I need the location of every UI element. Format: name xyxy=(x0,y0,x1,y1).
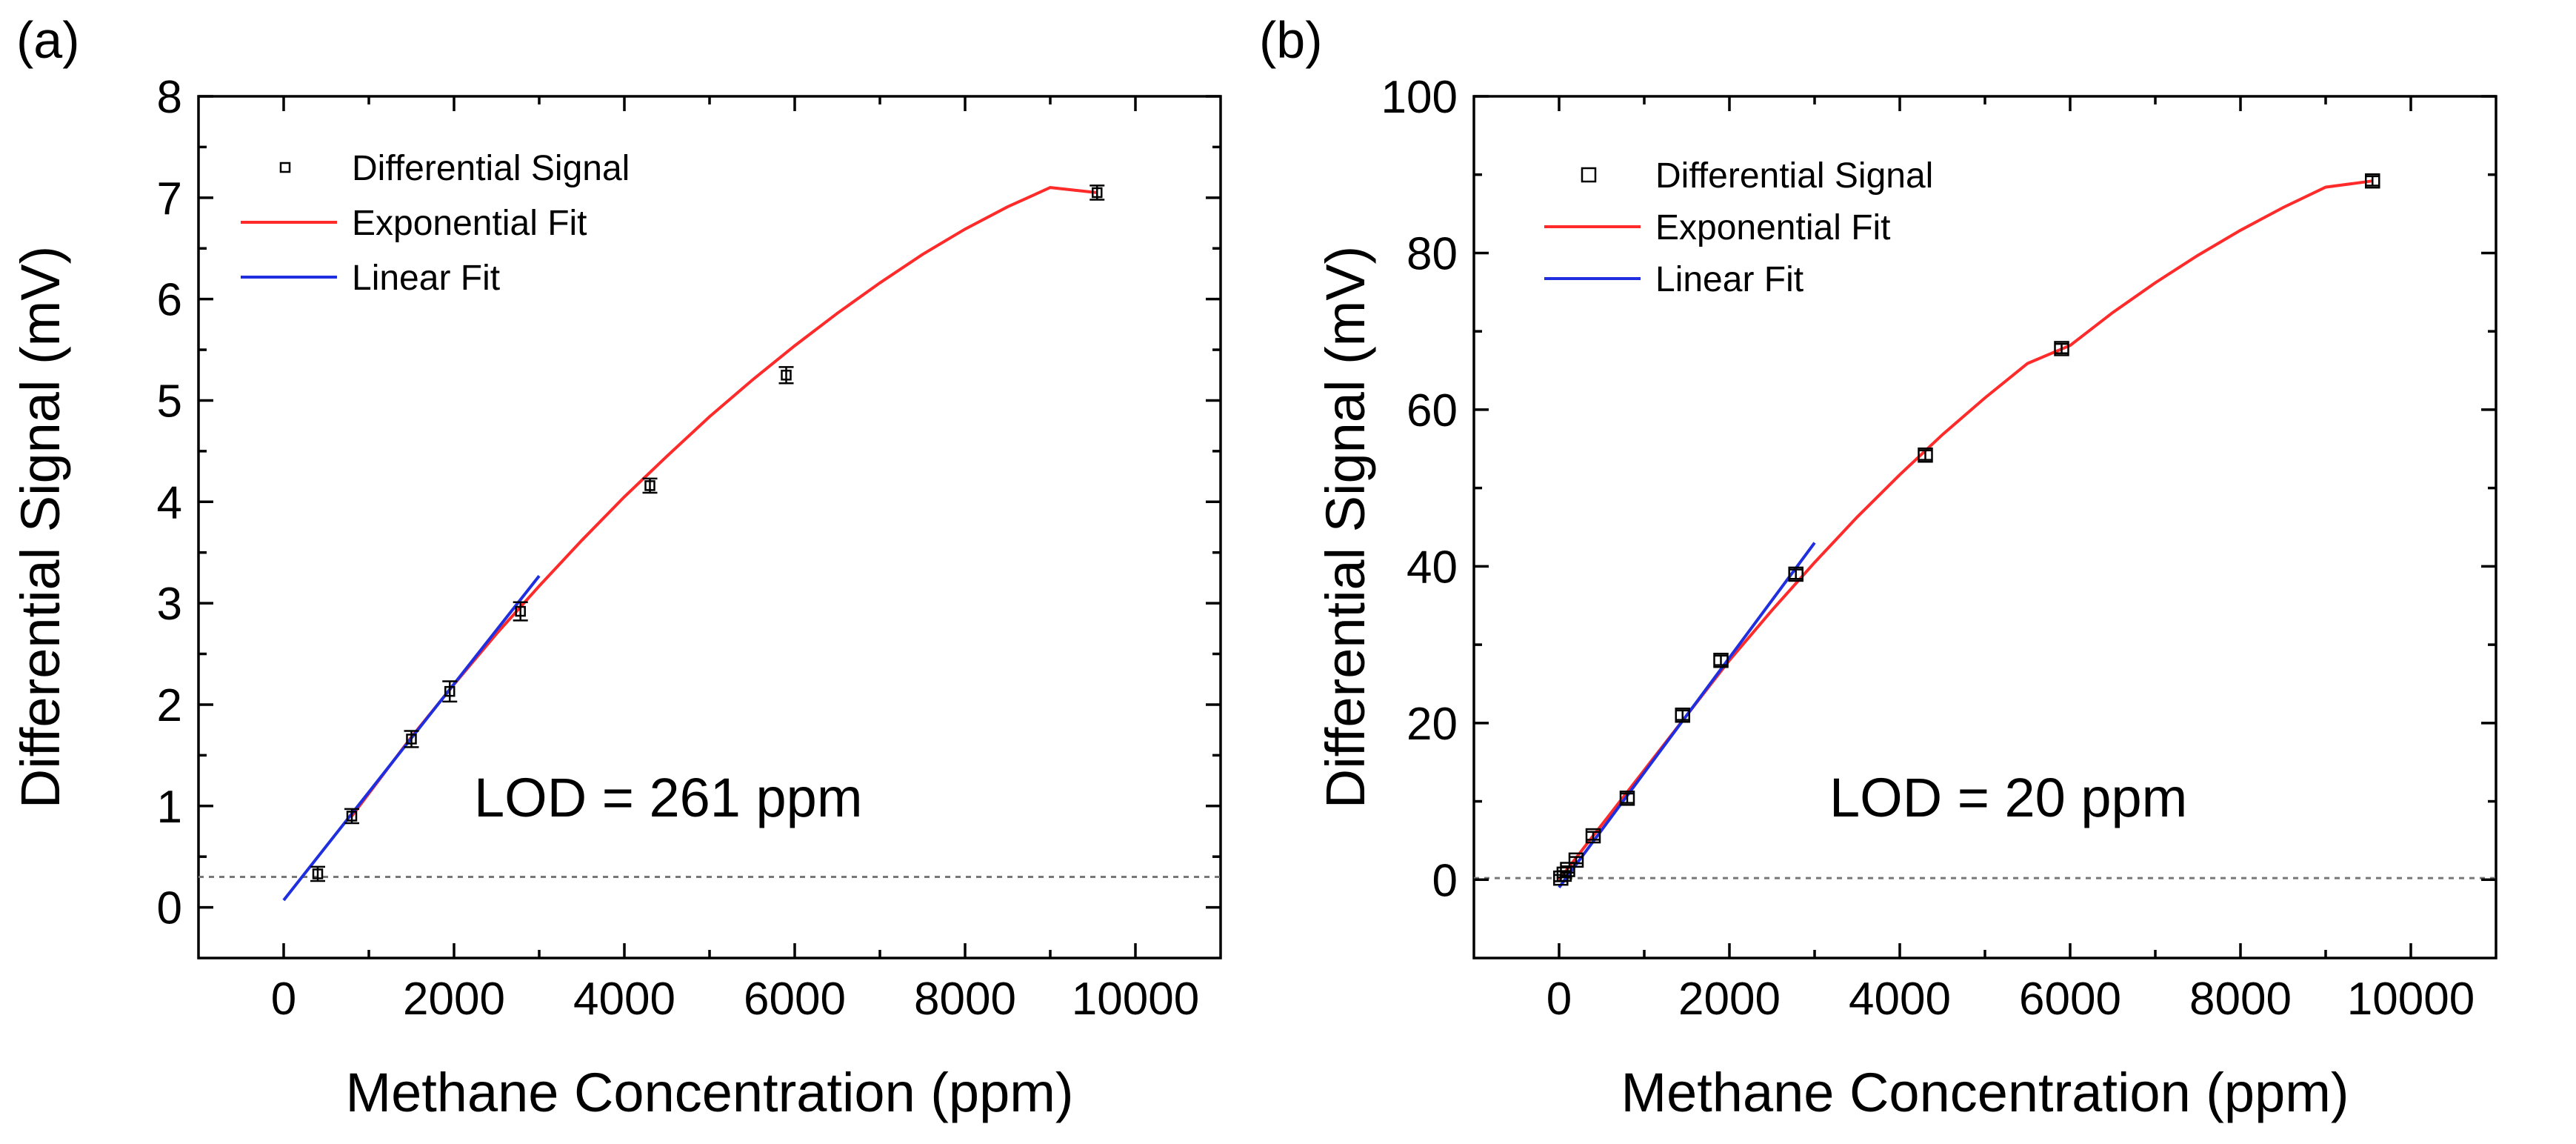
legend-label: Exponential Fit xyxy=(1655,208,1891,247)
legend-label: Differential Signal xyxy=(352,149,630,188)
x-tick-label: 10000 xyxy=(1072,974,1199,1025)
data-point xyxy=(312,868,324,879)
data-point xyxy=(515,605,526,617)
y-tick-label: 1 xyxy=(157,782,182,833)
data-point xyxy=(1560,862,1575,877)
exponential-fit-line xyxy=(350,186,1098,817)
x-axis-label: Methane Concentration (ppm) xyxy=(345,1062,1073,1123)
data-point xyxy=(2054,341,2069,356)
y-tick-label: 5 xyxy=(157,376,182,427)
y-tick-label: 7 xyxy=(157,173,182,225)
y-tick-label: 60 xyxy=(1407,385,1458,436)
y-tick-label: 6 xyxy=(157,275,182,326)
data-point xyxy=(1918,447,1933,463)
x-tick-label: 4000 xyxy=(573,974,675,1025)
data-point xyxy=(1788,566,1803,582)
lod-annotation: LOD = 261 ppm xyxy=(474,767,862,828)
lod-annotation: LOD = 20 ppm xyxy=(1829,767,2187,828)
x-tick-label: 0 xyxy=(1546,974,1572,1025)
y-tick-label: 80 xyxy=(1407,228,1458,279)
data-point xyxy=(1568,852,1584,868)
x-tick-label: 2000 xyxy=(403,974,505,1025)
data-point xyxy=(1675,707,1690,723)
x-tick-label: 0 xyxy=(271,974,296,1025)
y-tick-label: 0 xyxy=(157,883,182,934)
data-point xyxy=(1713,652,1729,668)
legend-marker-square xyxy=(1581,167,1597,183)
x-tick-label: 2000 xyxy=(1678,974,1781,1025)
x-tick-label: 6000 xyxy=(744,974,846,1025)
y-axis-label: Differential Signal (mV) xyxy=(1315,246,1376,808)
y-tick-label: 4 xyxy=(157,477,182,528)
y-axis-label: Differential Signal (mV) xyxy=(10,246,71,808)
data-point xyxy=(406,734,417,745)
legend-label: Exponential Fit xyxy=(352,204,587,243)
y-tick-label: 2 xyxy=(157,680,182,731)
y-tick-label: 8 xyxy=(157,72,182,123)
chart-panel-b: (b) 0 2000 4000 6000 8000 10000 0 20 40 60 80 100 Met… xyxy=(1259,11,2497,1123)
x-tick-label: 8000 xyxy=(914,974,1016,1025)
y-tick-label: 20 xyxy=(1407,699,1458,750)
data-point xyxy=(644,480,655,491)
data-point xyxy=(781,370,792,381)
x-axis-label: Methane Concentration (ppm) xyxy=(1621,1062,2349,1123)
data-point xyxy=(1092,187,1103,199)
x-tick-label: 10000 xyxy=(2347,974,2475,1025)
legend-label: Linear Fit xyxy=(1655,260,1803,299)
data-point xyxy=(346,811,358,822)
legend-label: Linear Fit xyxy=(352,259,500,298)
linear-fit-line xyxy=(1558,542,1816,888)
panel-label: (a) xyxy=(16,11,80,69)
panel-label: (b) xyxy=(1259,11,1323,69)
x-tick-label: 6000 xyxy=(2019,974,2121,1025)
data-point xyxy=(2365,173,2380,189)
legend-marker-square xyxy=(279,162,291,173)
chart-panel-a: (a) 0 2000 4000 6000 8000 10000 0 1 2 3 4 5 6 7 8 Methan… xyxy=(10,11,1222,1123)
legend-label: Differential Signal xyxy=(1655,156,1933,196)
x-tick-label: 4000 xyxy=(1849,974,1951,1025)
data-point xyxy=(1556,866,1572,882)
data-point xyxy=(444,685,456,697)
x-tick-label: 8000 xyxy=(2189,974,2292,1025)
y-tick-label: 100 xyxy=(1381,72,1458,123)
y-tick-label: 40 xyxy=(1407,542,1458,593)
y-tick-label: 0 xyxy=(1432,855,1458,906)
data-point xyxy=(1585,828,1601,844)
y-tick-label: 3 xyxy=(157,579,182,630)
data-point xyxy=(1619,791,1635,806)
